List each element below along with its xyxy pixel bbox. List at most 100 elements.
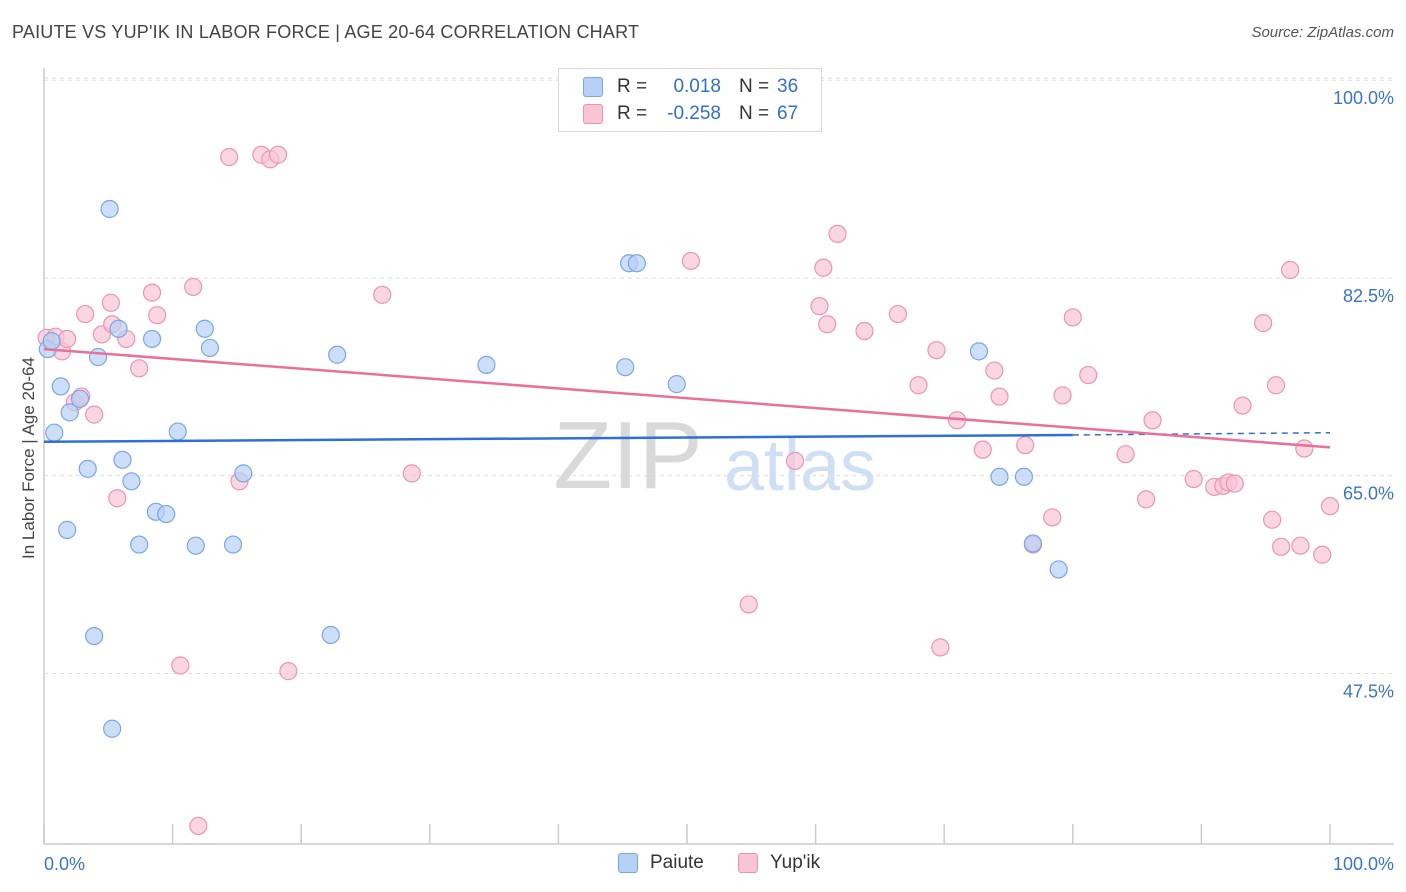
paiute-point <box>70 389 90 408</box>
paiute-point <box>103 719 122 738</box>
yupik-point <box>1116 445 1135 464</box>
paiute-point <box>60 403 79 422</box>
legend-row-yupik: R = -0.258 N = 67 <box>583 102 798 126</box>
yupik-point <box>85 405 104 424</box>
paiute-point <box>58 520 77 539</box>
source-credit: Source: ZipAtlas.com <box>1251 24 1394 41</box>
yupik-point <box>888 304 908 324</box>
paiute-point <box>321 625 340 645</box>
paiute-point <box>667 375 686 394</box>
legend-n-value-yupik: 67 <box>777 103 799 124</box>
yupik-point <box>184 277 203 297</box>
x-tick-label-0: 0.0% <box>44 854 85 874</box>
paiute-point <box>78 459 97 478</box>
yupik-point <box>810 297 829 316</box>
yupik-point <box>1266 376 1286 395</box>
yupik-point <box>76 304 95 324</box>
paiute-point <box>51 377 70 396</box>
paiute-point <box>627 254 646 273</box>
paiute-point <box>1014 467 1034 486</box>
yupik-point <box>58 329 77 349</box>
yupik-point <box>1043 508 1062 527</box>
paiute-point <box>113 450 132 469</box>
yupik-legend-swatch <box>738 853 758 873</box>
x-tick-label-100: 100.0% <box>1333 854 1394 874</box>
yupik-point <box>402 464 421 483</box>
yupik-point <box>1272 537 1291 556</box>
watermark-zip: ZIP <box>553 402 702 509</box>
yupik-point <box>1225 474 1244 493</box>
paiute-point <box>85 626 104 646</box>
y-tick-label: 47.5% <box>1343 681 1394 701</box>
yupik-legend-label: Yup'ik <box>770 852 821 873</box>
paiute-trend-line <box>43 433 1073 443</box>
yupik-point <box>279 662 298 681</box>
yupik-point <box>927 341 946 360</box>
paiute-point <box>157 504 176 524</box>
paiute-legend-label: Paiute <box>650 852 704 873</box>
paiute-point <box>186 536 205 555</box>
paiute-point <box>100 199 119 219</box>
yupik-point <box>373 285 392 304</box>
paiute-swatch <box>583 77 603 97</box>
paiute-trend-extension <box>1072 431 1331 436</box>
yupik-point <box>1143 411 1162 430</box>
yupik-point <box>1313 545 1332 564</box>
yupik-point <box>1063 308 1082 327</box>
bottom-legend-yupik: Yup'ik <box>738 852 820 874</box>
yupik-point <box>990 387 1009 406</box>
paiute-point <box>45 423 64 442</box>
yupik-point <box>1137 490 1156 509</box>
stats-legend: R = 0.018 N = 36 R = -0.258 N = 67 <box>558 68 822 132</box>
yupik-point <box>828 224 847 243</box>
yupik-point <box>931 638 950 657</box>
yupik-point <box>171 656 190 675</box>
paiute-point <box>122 472 141 491</box>
yupik-point <box>814 258 833 277</box>
yupik-point <box>1016 436 1035 455</box>
legend-n-value-paiute: 36 <box>777 76 799 97</box>
legend-row-paiute: R = 0.018 N = 36 <box>583 75 798 99</box>
paiute-point <box>42 332 61 351</box>
yupik-point <box>1184 469 1203 489</box>
watermark: ZIP atlas <box>553 402 876 509</box>
yupik-point <box>985 361 1004 380</box>
yupik-point <box>785 451 805 471</box>
yupik-point <box>142 283 162 302</box>
yupik-swatch <box>583 104 603 124</box>
legend-r-value-yupik: -0.258 <box>667 103 721 124</box>
yupik-point <box>268 145 288 164</box>
grid-layer <box>44 77 1394 674</box>
paiute-point <box>200 338 219 358</box>
paiute-point <box>234 464 253 483</box>
paiute-point <box>142 329 162 349</box>
legend-n-label: N = <box>739 76 770 97</box>
yupik-point <box>130 359 149 378</box>
paiute-point <box>1023 534 1043 553</box>
axis-layer: 100.0% 82.5% 65.0% 47.5% <box>43 68 1394 845</box>
paiute-point <box>223 535 243 554</box>
paiute-point <box>477 355 496 375</box>
trend-lines <box>43 347 1331 449</box>
yupik-point <box>1053 386 1072 405</box>
yupik-point <box>1291 536 1310 555</box>
yupik-point <box>973 440 992 459</box>
y-tick-label: 65.0% <box>1343 484 1394 504</box>
yupik-point <box>1295 439 1314 458</box>
chart-title: PAIUTE VS YUP'IK IN LABOR FORCE | AGE 20… <box>12 22 640 42</box>
y-tick-label: 100.0% <box>1333 88 1394 108</box>
paiute-point <box>969 342 989 361</box>
paiute-point <box>130 535 149 554</box>
yupik-point <box>739 595 758 614</box>
legend-n-label: N = <box>739 103 770 124</box>
yupik-point <box>1254 314 1273 333</box>
yupik-point <box>101 293 120 312</box>
yupik-point <box>1233 396 1252 415</box>
paiute-point <box>1049 560 1068 579</box>
paiute-point <box>990 467 1009 486</box>
bottom-legend-paiute: Paiute <box>618 852 704 874</box>
paiute-points <box>38 199 1068 738</box>
yupik-point <box>1079 365 1098 385</box>
yupik-point <box>818 315 837 334</box>
